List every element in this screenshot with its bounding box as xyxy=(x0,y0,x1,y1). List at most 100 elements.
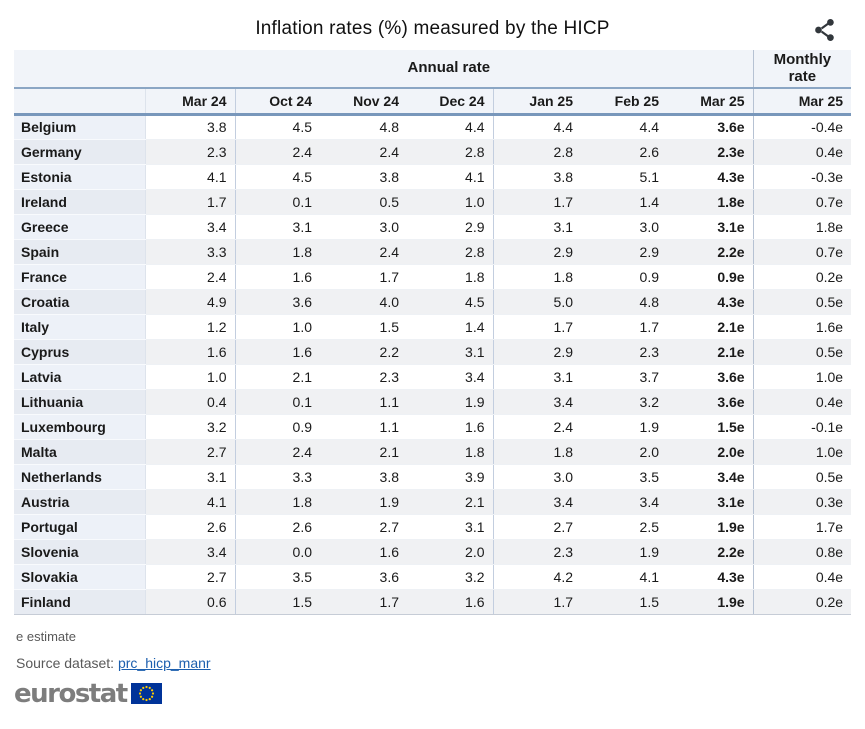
column-header: Nov 24 xyxy=(320,88,407,116)
table-row: Greece 3.4 3.1 3.0 2.9 3.1 3.0 3.1e 1.8e xyxy=(14,214,852,240)
monthly-rate-cell: 0.7e xyxy=(752,189,852,215)
source-dataset-link[interactable]: prc_hicp_manr xyxy=(117,654,211,671)
annual-rate-cell: 3.9 xyxy=(407,464,493,490)
annual-rate-cell: 3.1 xyxy=(407,514,493,540)
annual-rate-cell: 2.6 xyxy=(144,514,235,540)
table-body: Belgium 3.8 4.5 4.8 4.4 4.4 4.4 3.6e -0.4e German… xyxy=(14,114,852,615)
annual-rate-cell: 2.0 xyxy=(407,539,493,565)
annual-rate-cell: 3.6e xyxy=(667,389,754,415)
annual-rate-cell: 3.8 xyxy=(320,464,407,490)
annual-rate-cell: 4.1 xyxy=(144,164,235,190)
annual-rate-cell: 4.1 xyxy=(144,489,235,515)
annual-rate-cell: 4.9 xyxy=(144,289,235,315)
annual-rate-cell: 3.5 xyxy=(581,464,667,490)
annual-rate-cell: 4.2 xyxy=(492,564,581,590)
annual-rate-cell: 0.6 xyxy=(144,589,235,615)
annual-rate-group-header: Annual rate xyxy=(145,50,754,89)
annual-rate-cell: 4.8 xyxy=(581,289,667,315)
corner-cell xyxy=(14,88,145,116)
annual-rate-cell: 1.9 xyxy=(407,389,493,415)
eurostat-logo-text: eurostat xyxy=(14,678,128,709)
country-label: Slovenia xyxy=(14,539,145,565)
annual-rate-cell: 1.7 xyxy=(581,314,667,340)
country-label: Luxembourg xyxy=(14,414,145,440)
annual-rate-cell: 3.1 xyxy=(144,464,235,490)
annual-rate-cell: 3.6e xyxy=(667,114,754,140)
annual-rate-cell: 2.2e xyxy=(667,539,754,565)
country-label: Estonia xyxy=(14,164,145,190)
annual-rate-cell: 3.6 xyxy=(234,289,320,315)
annual-rate-cell: 0.9 xyxy=(581,264,667,290)
table-row: Malta 2.7 2.4 2.1 1.8 1.8 2.0 2.0e 1.0e xyxy=(14,439,852,465)
monthly-rate-cell: 0.5e xyxy=(752,464,852,490)
annual-rate-cell: 3.1 xyxy=(492,364,581,390)
annual-rate-cell: 1.6 xyxy=(234,339,320,365)
annual-rate-cell: 4.3e xyxy=(667,564,754,590)
table-row: Finland 0.6 1.5 1.7 1.6 1.7 1.5 1.9e 0.2e xyxy=(14,589,852,615)
annual-rate-cell: 1.9 xyxy=(320,489,407,515)
annual-rate-cell: 2.2 xyxy=(320,339,407,365)
annual-rate-cell: 1.6 xyxy=(407,414,493,440)
monthly-rate-cell: 0.7e xyxy=(752,239,852,265)
annual-rate-cell: 1.9 xyxy=(581,414,667,440)
annual-rate-cell: 0.9e xyxy=(667,264,754,290)
annual-rate-cell: 1.8 xyxy=(407,264,493,290)
annual-rate-cell: 1.7 xyxy=(144,189,235,215)
monthly-rate-cell: 1.6e xyxy=(752,314,852,340)
annual-rate-cell: 4.1 xyxy=(581,564,667,590)
table-row: Portugal 2.6 2.6 2.7 3.1 2.7 2.5 1.9e 1.7e xyxy=(14,514,852,540)
table-row: Slovenia 3.4 0.0 1.6 2.0 2.3 1.9 2.2e 0.8e xyxy=(14,539,852,565)
annual-rate-cell: 4.5 xyxy=(234,164,320,190)
annual-rate-cell: 5.0 xyxy=(492,289,581,315)
country-label: Italy xyxy=(14,314,145,340)
table-row: Italy 1.2 1.0 1.5 1.4 1.7 1.7 2.1e 1.6e xyxy=(14,314,852,340)
country-label: Malta xyxy=(14,439,145,465)
table-row: Latvia 1.0 2.1 2.3 3.4 3.1 3.7 3.6e 1.0e xyxy=(14,364,852,390)
country-label: Austria xyxy=(14,489,145,515)
annual-rate-cell: 4.4 xyxy=(492,114,581,140)
column-header: Feb 25 xyxy=(581,88,667,116)
annual-rate-cell: 1.8 xyxy=(234,489,320,515)
annual-rate-cell: 1.4 xyxy=(581,189,667,215)
annual-rate-cell: 2.8 xyxy=(407,139,493,165)
annual-rate-cell: 4.0 xyxy=(320,289,407,315)
annual-rate-cell: 2.6 xyxy=(234,514,320,540)
annual-rate-cell: 3.1 xyxy=(407,339,493,365)
annual-rate-cell: 2.3e xyxy=(667,139,754,165)
annual-rate-cell: 1.8 xyxy=(234,239,320,265)
table-row: Belgium 3.8 4.5 4.8 4.4 4.4 4.4 3.6e -0.4e xyxy=(14,114,852,140)
annual-rate-cell: 1.6 xyxy=(320,539,407,565)
table-row: Germany 2.3 2.4 2.4 2.8 2.8 2.6 2.3e 0.4e xyxy=(14,139,852,165)
annual-rate-cell: 2.9 xyxy=(492,239,581,265)
source-dataset: Source dataset: prc_hicp_manr xyxy=(16,655,865,671)
table-row: Estonia 4.1 4.5 3.8 4.1 3.8 5.1 4.3e -0.3e xyxy=(14,164,852,190)
annual-rate-cell: 0.9 xyxy=(234,414,320,440)
annual-rate-cell: 2.4 xyxy=(320,139,407,165)
annual-rate-cell: 3.1e xyxy=(667,489,754,515)
annual-rate-cell: 0.0 xyxy=(234,539,320,565)
monthly-rate-cell: 0.2e xyxy=(752,589,852,615)
annual-rate-cell: 4.3e xyxy=(667,164,754,190)
annual-rate-cell: 2.5 xyxy=(581,514,667,540)
table-row: Cyprus 1.6 1.6 2.2 3.1 2.9 2.3 2.1e 0.5e xyxy=(14,339,852,365)
annual-rate-cell: 2.3 xyxy=(492,539,581,565)
annual-rate-cell: 2.4 xyxy=(320,239,407,265)
monthly-rate-cell: 1.7e xyxy=(752,514,852,540)
share-icon xyxy=(815,19,834,41)
monthly-rate-cell: 0.3e xyxy=(752,489,852,515)
annual-rate-cell: 2.0 xyxy=(581,439,667,465)
annual-rate-cell: 1.5 xyxy=(581,589,667,615)
monthly-rate-cell: 0.4e xyxy=(752,389,852,415)
annual-rate-cell: 3.4e xyxy=(667,464,754,490)
share-button[interactable] xyxy=(809,14,841,46)
annual-rate-cell: 4.4 xyxy=(581,114,667,140)
annual-rate-cell: 1.6 xyxy=(407,589,493,615)
table-row: Ireland 1.7 0.1 0.5 1.0 1.7 1.4 1.8e 0.7e xyxy=(14,189,852,215)
monthly-rate-cell: 0.8e xyxy=(752,539,852,565)
annual-rate-cell: 2.2e xyxy=(667,239,754,265)
country-label: Spain xyxy=(14,239,145,265)
country-label: Latvia xyxy=(14,364,145,390)
monthly-rate-cell: -0.4e xyxy=(752,114,852,140)
annual-rate-cell: 0.1 xyxy=(234,189,320,215)
annual-rate-cell: 4.5 xyxy=(234,114,320,140)
